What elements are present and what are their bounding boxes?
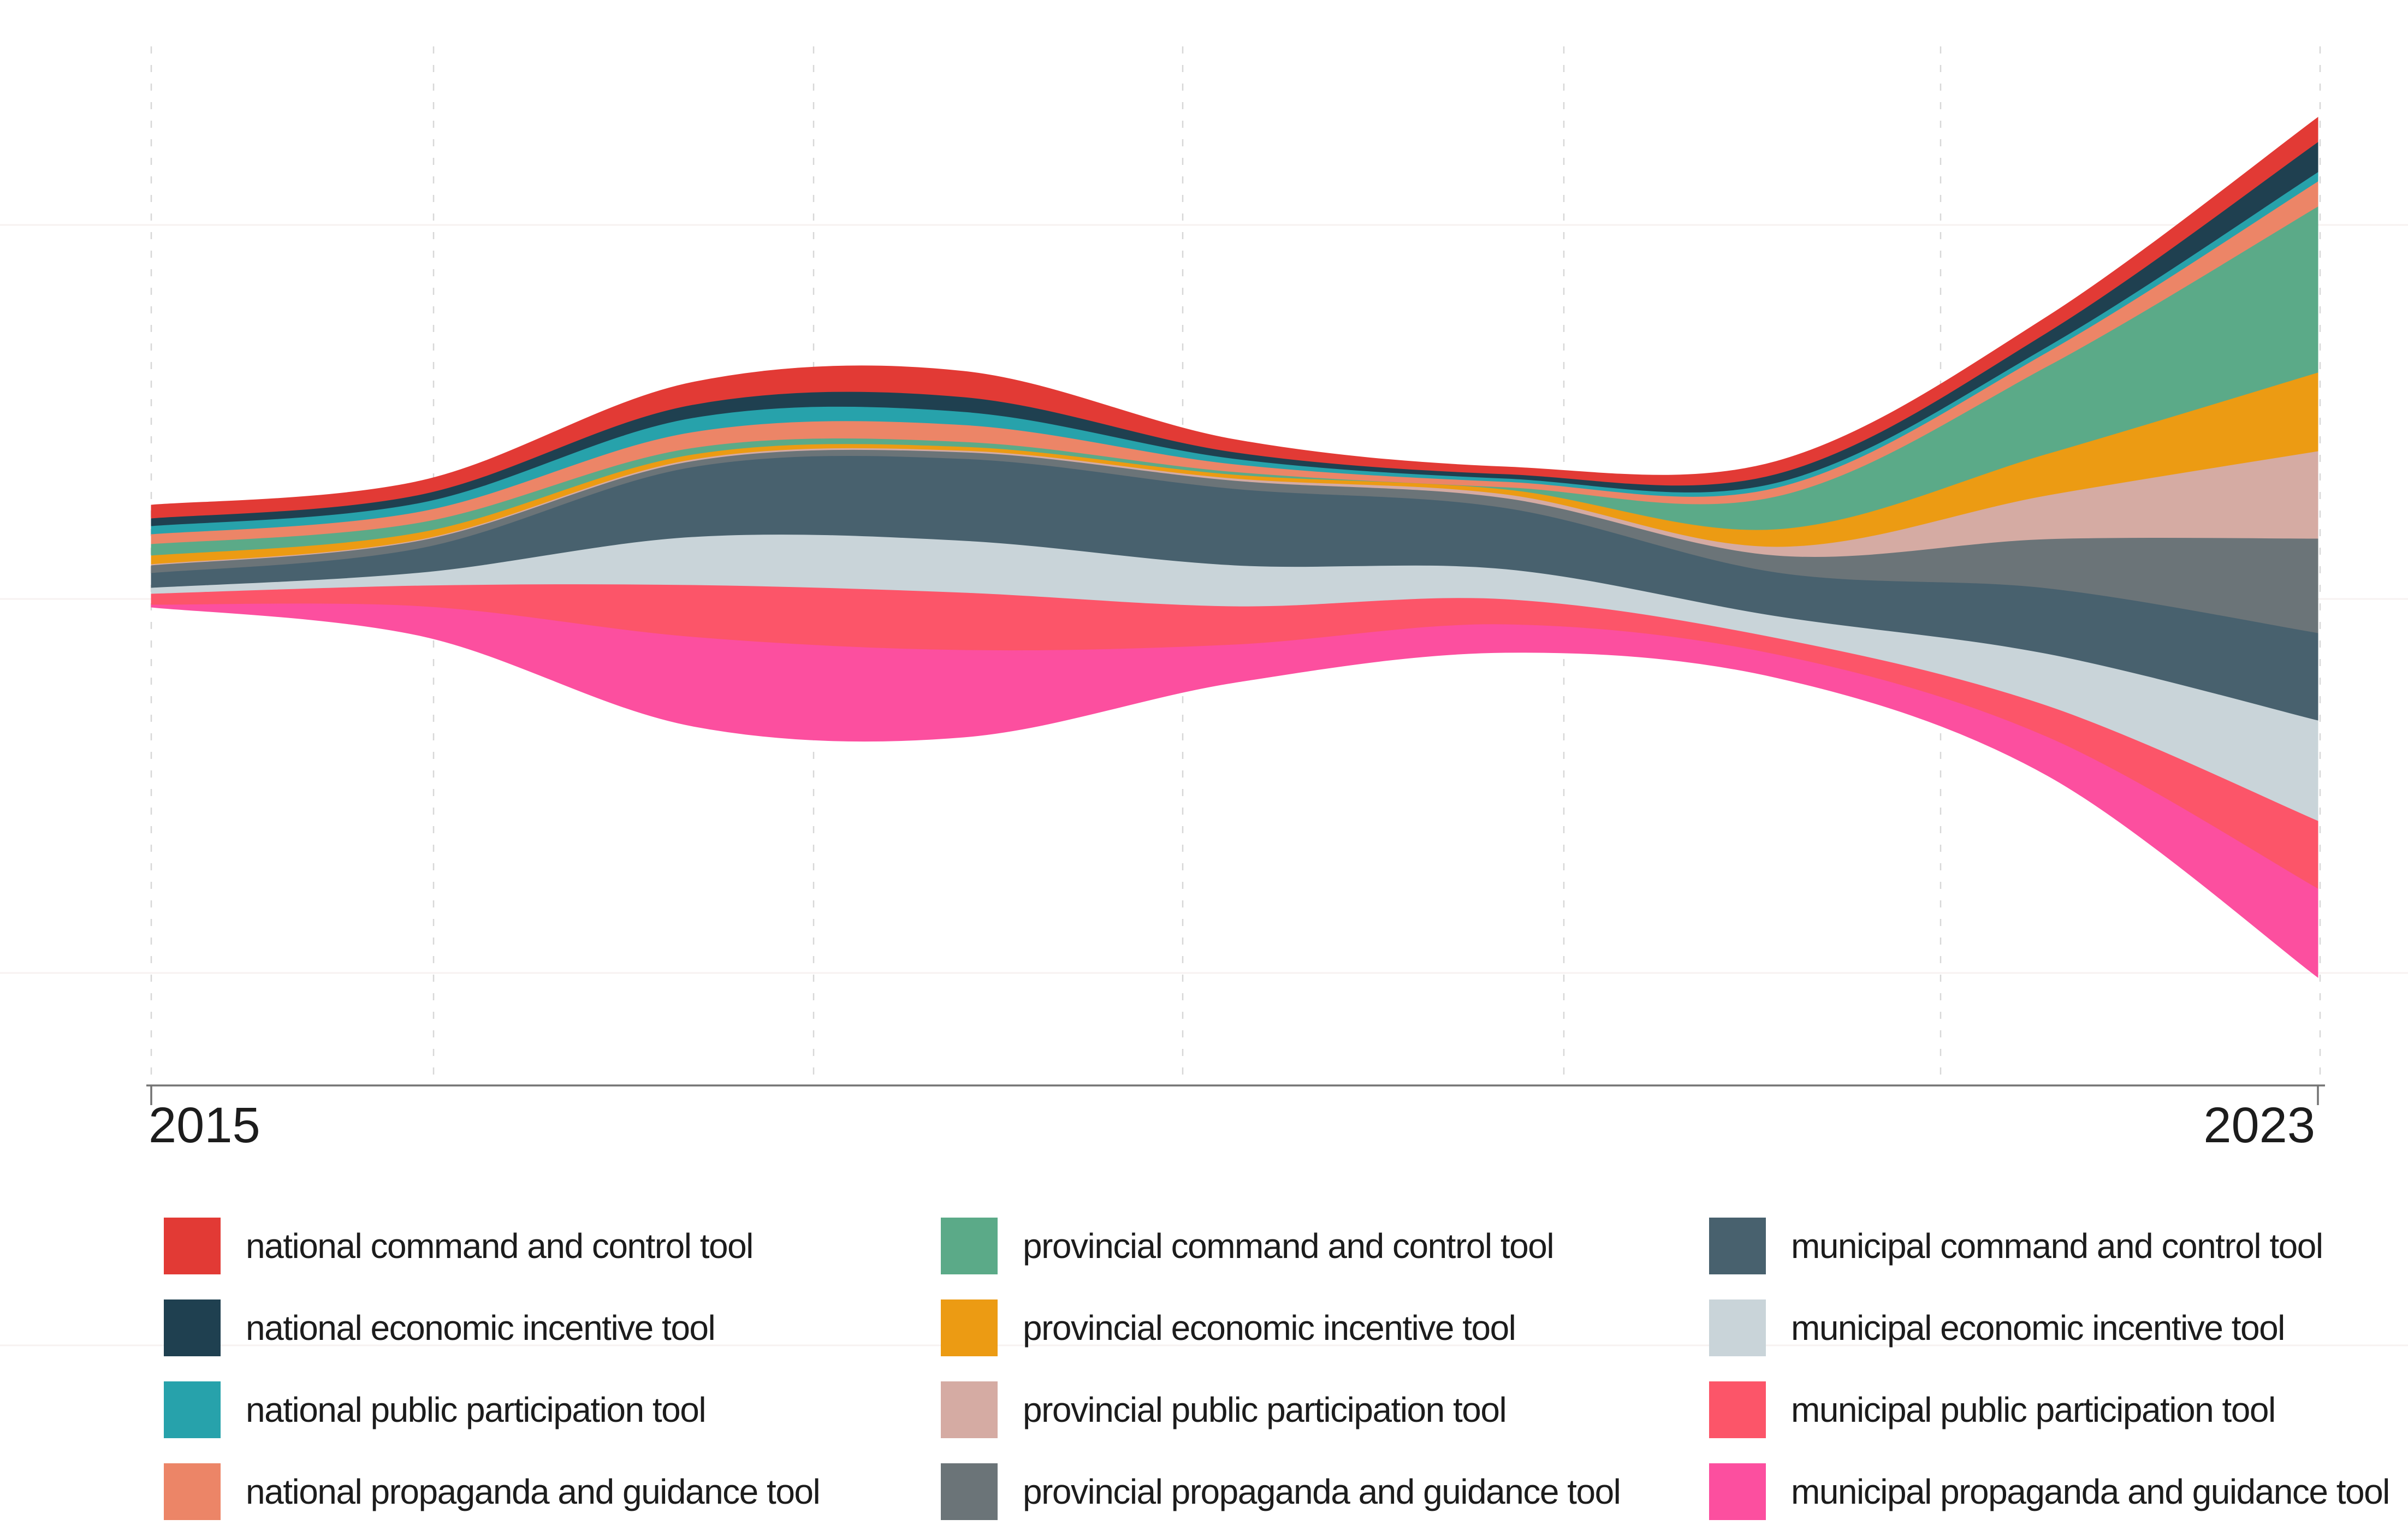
- stream-band-municipal-propaganda-and-guidance-tool: [151, 603, 2318, 978]
- x-axis: 2015 2023: [146, 1084, 2325, 1153]
- stream-bands: [151, 117, 2318, 978]
- x-axis-label-start: 2015: [149, 1097, 260, 1153]
- x-axis-label-end: 2023: [2203, 1097, 2315, 1153]
- vertical-gridlines: [150, 46, 2321, 1085]
